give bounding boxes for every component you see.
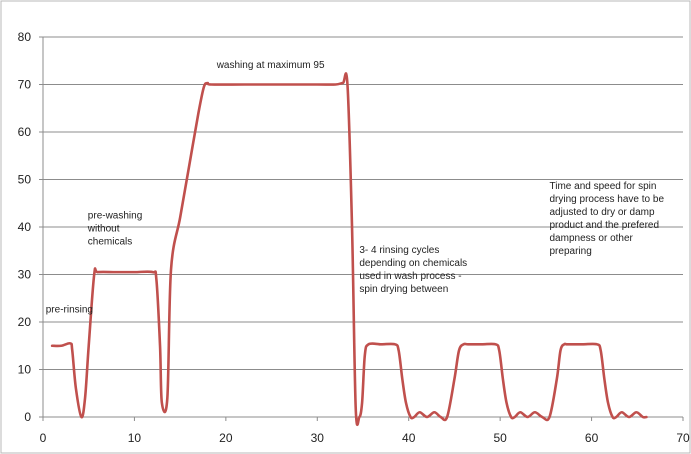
annotation-3-line-0: 3- 4 rinsing cycles (359, 245, 439, 256)
annotation-2-line-0: pre-rinsing (46, 305, 93, 316)
y-tick-label-60: 60 (18, 125, 32, 139)
y-tick-label-80: 80 (18, 30, 32, 44)
y-tick-label-0: 0 (24, 410, 31, 424)
x-tick-label-0: 0 (40, 431, 47, 445)
x-tick-label-10: 10 (128, 431, 142, 445)
annotation-1-line-2: chemicals (88, 236, 132, 247)
annotation-4-line-4: dampness or other (550, 233, 634, 244)
y-tick-label-40: 40 (18, 220, 32, 234)
annotation-3-line-3: spin drying between (359, 284, 448, 295)
x-tick-label-70: 70 (676, 431, 690, 445)
annotation-0: washing at maximum 95 (216, 60, 325, 71)
x-tick-label-60: 60 (585, 431, 599, 445)
annotation-4-line-1: drying process have to be (550, 194, 665, 205)
annotation-3-line-1: depending on chemicals (359, 258, 467, 269)
annotation-4-line-5: preparing (550, 246, 592, 257)
y-tick-label-50: 50 (18, 173, 32, 187)
x-tick-label-20: 20 (219, 431, 233, 445)
x-tick-label-50: 50 (493, 431, 507, 445)
y-tick-label-30: 30 (18, 268, 32, 282)
annotation-0-line-0: washing at maximum 95 (216, 60, 325, 71)
annotation-4-line-0: Time and speed for spin (550, 181, 657, 192)
x-tick-label-40: 40 (402, 431, 416, 445)
annotation-1-line-1: without (87, 223, 120, 234)
annotation-4-line-3: product and the prefered (550, 220, 660, 231)
annotation-1-line-0: pre-washing (88, 210, 142, 221)
y-tick-label-70: 70 (18, 78, 32, 92)
x-tick-label-30: 30 (311, 431, 325, 445)
annotation-3-line-2: used in wash process - (359, 271, 461, 282)
y-tick-label-10: 10 (18, 363, 32, 377)
annotation-4-line-2: adjusted to dry or damp (550, 207, 655, 218)
annotation-2: pre-rinsing (46, 305, 93, 316)
y-tick-label-20: 20 (18, 315, 32, 329)
